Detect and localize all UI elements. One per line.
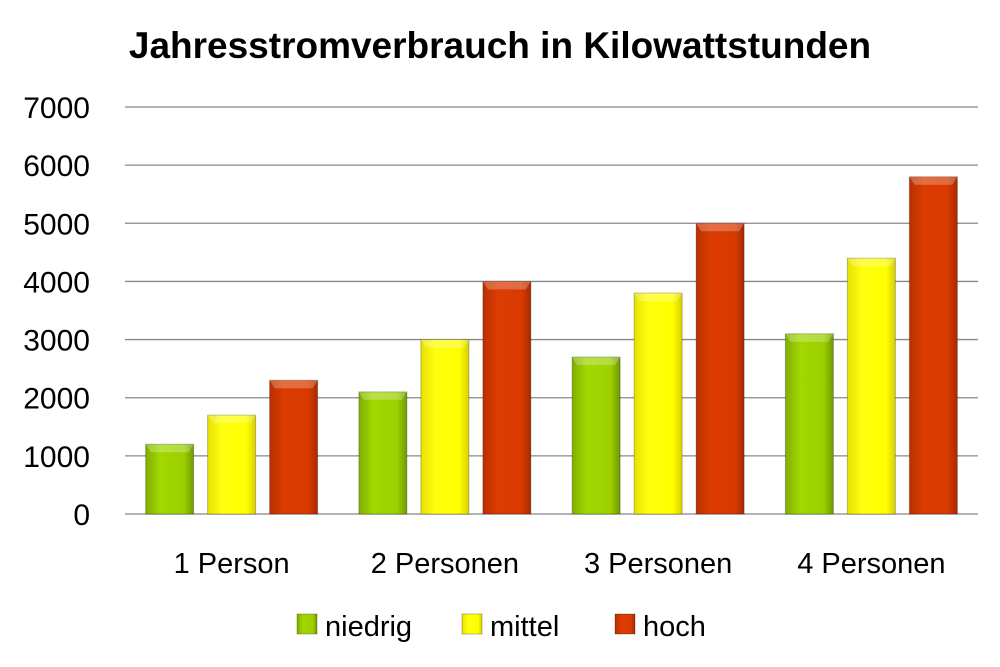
legend-label: niedrig bbox=[325, 611, 412, 643]
x-category-label: 1 Person bbox=[174, 548, 290, 580]
bar-bevel bbox=[207, 415, 256, 424]
bar-bevel bbox=[572, 357, 621, 366]
bar-bevel bbox=[269, 380, 318, 389]
bar-hoch bbox=[695, 222, 745, 515]
bar-bevel bbox=[785, 333, 834, 342]
bar bbox=[695, 222, 745, 515]
bar bbox=[420, 339, 470, 515]
bar-mittel bbox=[633, 292, 683, 515]
x-category-label: 4 Personen bbox=[797, 548, 945, 580]
bar bbox=[145, 443, 195, 515]
bar-mittel bbox=[420, 339, 470, 515]
x-category-label: 3 Personen bbox=[584, 548, 732, 580]
bar-bevel bbox=[358, 391, 407, 400]
bar bbox=[908, 176, 958, 515]
bar-niedrig bbox=[358, 391, 408, 515]
bar bbox=[846, 257, 896, 515]
y-tick-label: 0 bbox=[73, 499, 90, 532]
bar-mittel bbox=[846, 257, 896, 515]
bar-bevel bbox=[634, 293, 683, 302]
legend-label: mittel bbox=[490, 611, 559, 643]
y-tick-label: 4000 bbox=[23, 266, 90, 299]
bar-hoch bbox=[908, 176, 958, 515]
y-tick-label: 3000 bbox=[23, 325, 90, 358]
bar bbox=[571, 356, 621, 515]
bar bbox=[269, 379, 319, 515]
bar-bevel bbox=[696, 223, 745, 232]
legend-item-mittel: mittel bbox=[461, 611, 559, 643]
legend-item-hoch: hoch bbox=[614, 611, 706, 643]
bar-hoch bbox=[482, 280, 532, 515]
bar-bevel bbox=[420, 339, 469, 348]
legend-label: hoch bbox=[643, 611, 706, 643]
bar bbox=[784, 333, 834, 515]
bar-bevel bbox=[847, 258, 896, 267]
y-tick-label: 5000 bbox=[23, 208, 90, 241]
bar-bevel bbox=[482, 281, 531, 290]
bar bbox=[207, 414, 257, 515]
legend-swatch bbox=[461, 613, 483, 635]
bar bbox=[633, 292, 683, 515]
y-tick-label: 6000 bbox=[23, 150, 90, 183]
y-tick-label: 1000 bbox=[23, 441, 90, 474]
bar-bevel bbox=[909, 176, 958, 185]
bar-niedrig bbox=[784, 333, 834, 515]
legend-swatch bbox=[614, 613, 636, 635]
chart-title: Jahresstromverbrauch in Kilowattstunden bbox=[129, 25, 871, 66]
x-category-label: 2 Personen bbox=[371, 548, 519, 580]
bar bbox=[358, 391, 408, 515]
bar-bevel bbox=[145, 444, 194, 453]
bar-mittel bbox=[207, 414, 257, 515]
bar-niedrig bbox=[145, 443, 195, 515]
bar-niedrig bbox=[571, 356, 621, 515]
y-tick-label: 7000 bbox=[23, 92, 90, 125]
legend-item-niedrig: niedrig bbox=[296, 611, 412, 643]
bar bbox=[482, 280, 532, 515]
bar-hoch bbox=[269, 379, 319, 515]
y-tick-label: 2000 bbox=[23, 383, 90, 416]
legend-swatch bbox=[296, 613, 318, 635]
